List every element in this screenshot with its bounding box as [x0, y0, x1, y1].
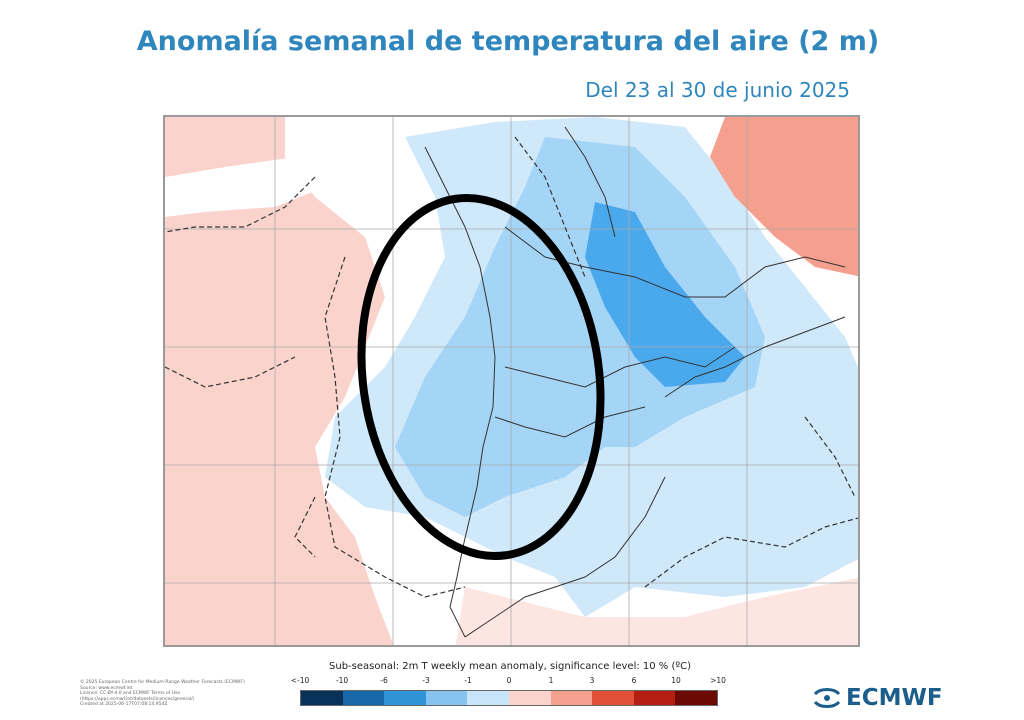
legend-label: <-10 [290, 676, 310, 685]
legend-labels: <-10 -10 -6 -3 -1 0 1 3 6 10 >10 [291, 676, 726, 688]
anomaly-map[interactable] [163, 115, 860, 647]
map-canvas [165, 117, 858, 645]
legend-swatch [675, 691, 717, 705]
legend-swatch [467, 691, 509, 705]
page-subtitle: Del 23 al 30 de junio 2025 [585, 78, 850, 102]
legend-label: 10 [671, 676, 681, 685]
warm-anomaly-area-south [455, 577, 858, 645]
legend-swatch [384, 691, 426, 705]
legend-label: >10 [710, 676, 726, 685]
legend-label: -1 [464, 676, 472, 685]
legend-swatch [425, 691, 468, 705]
legend-label: -6 [380, 676, 388, 685]
legend-swatch [592, 691, 634, 705]
legend-swatch [342, 691, 385, 705]
legend-swatch [301, 691, 343, 705]
cool-strong-anomaly-area [585, 202, 745, 387]
significance-contours [165, 136, 858, 598]
legend-label: 0 [506, 676, 512, 685]
page-title: Anomalía semanal de temperatura del aire… [136, 26, 880, 57]
legend-label: 1 [548, 676, 554, 685]
credit-line: Licence: CC-BY-4.0 and ECMWF Terms of Us… [80, 691, 195, 702]
credit-line: Source: www.ecmwf.int [80, 685, 133, 691]
neutral-anomaly-area-north [165, 157, 325, 217]
ecmwf-logo-icon [813, 688, 841, 708]
credit-line: © 2025 European Centre for Medium-Range … [80, 680, 245, 685]
cool-medium-anomaly-area [395, 137, 765, 517]
legend-label: 3 [589, 676, 595, 685]
legend-swatch [508, 691, 551, 705]
coastline [424, 126, 846, 638]
legend-label: -3 [422, 676, 430, 685]
map-grid [165, 117, 858, 645]
legend-title: Sub-seasonal: 2m T weekly mean anomaly, … [329, 661, 691, 672]
legend-swatch [550, 691, 593, 705]
logo-text: ECMWF [846, 685, 943, 711]
credits: © 2025 European Centre for Medium-Range … [80, 680, 280, 708]
ecmwf-logo[interactable]: ECMWF [812, 685, 943, 711]
credit-line: Created at 2025-06-17T07:08:14.954Z [80, 702, 168, 708]
legend-label: -10 [335, 676, 349, 685]
annotation-ellipse [357, 193, 605, 561]
legend-swatch [633, 691, 676, 705]
legend-colorbar [300, 690, 718, 706]
legend-label: 6 [631, 676, 637, 685]
